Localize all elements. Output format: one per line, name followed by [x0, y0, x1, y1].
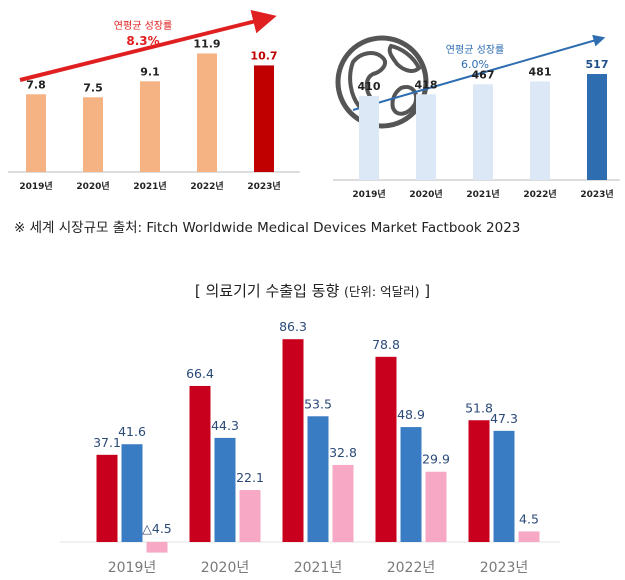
bar-value-label: 66.4: [186, 366, 214, 381]
bar: [146, 542, 168, 553]
bar-value-label: 44.3: [211, 418, 239, 433]
section-title-close: ]: [419, 282, 431, 300]
import-export-chart: 37.141.6 △4.5 2019년 66.4 44.3 22.1 2020년 86.3 53…: [60, 319, 560, 576]
bar: [468, 420, 490, 542]
world-market-chart-right: 연평균 성장률 6.0% 410 2019년 418 2020년 467 2021년 481 20…: [333, 34, 620, 200]
world-market-chart-left: 연평균 성장률 8.3% 7.8 2019년 7.5 2020년 9.1 2021년 11.9 2…: [8, 10, 300, 192]
x-tick-label: 2021년: [466, 188, 499, 200]
bar-value-label: 9.1: [140, 65, 160, 78]
growth-arrow: [352, 34, 606, 111]
bar-value-label: 418: [415, 78, 438, 91]
bar: [239, 490, 261, 542]
x-tick-label: 2021년: [294, 560, 343, 576]
x-tick-label: 2023년: [580, 188, 613, 200]
bar-value-label: 22.1: [236, 470, 264, 485]
bar: [400, 427, 422, 542]
bar: [83, 97, 103, 172]
bar-value-label: 51.8: [465, 400, 493, 415]
x-tick-label: 2020년: [201, 560, 250, 576]
bar-value-label: 4.5: [519, 511, 539, 526]
bar: [425, 471, 447, 542]
cagr-value: 6.0%: [461, 58, 489, 71]
section-title: [ 의료기기 수출입 동향 (단위: 억달러) ]: [0, 280, 625, 301]
cagr-value: 8.3%: [126, 34, 159, 48]
bar-value-label: 47.3: [490, 411, 518, 426]
bar-value-label: 11.9: [193, 37, 220, 50]
x-tick-label: 2019년: [108, 560, 157, 576]
bar-value-label: 7.5: [83, 81, 103, 94]
bar: [254, 65, 274, 172]
bar: [121, 444, 143, 542]
bar-value-label: 53.5: [304, 396, 332, 411]
growth-arrow: [19, 10, 277, 82]
x-tick-label: 2022년: [190, 180, 223, 192]
bar: [214, 437, 236, 542]
x-tick-label: 2019년: [19, 180, 52, 192]
bar-value-label: 86.3: [279, 319, 307, 334]
x-tick-label: 2022년: [387, 560, 436, 576]
bar: [359, 95, 379, 180]
source-note: ※ 세계 시장규모 출처: Fitch Worldwide Medical De…: [14, 220, 521, 236]
bar: [375, 356, 397, 542]
bar-value-label: 41.6: [118, 424, 146, 439]
bar: [282, 339, 304, 542]
bar: [140, 81, 160, 172]
section-title-text: [ 의료기기 수출입 동향: [194, 282, 345, 300]
bar-value-label: 517: [586, 58, 609, 71]
bar: [530, 81, 550, 180]
bar-value-label: 7.8: [26, 78, 46, 91]
bar: [197, 53, 217, 173]
bar-value-label: 37.1: [93, 435, 121, 450]
bar-value-label: 78.8: [372, 337, 400, 352]
bar: [587, 74, 607, 180]
bar: [332, 464, 354, 542]
x-tick-label: 2019년: [352, 188, 385, 200]
x-tick-label: 2022년: [523, 188, 556, 200]
cagr-label: 연평균 성장률: [446, 44, 504, 56]
bar: [493, 430, 515, 542]
bar: [26, 94, 46, 172]
x-tick-label: 2023년: [480, 560, 529, 576]
bar-value-label: 32.8: [329, 445, 357, 460]
bar: [96, 454, 118, 542]
bar: [416, 94, 436, 180]
x-tick-label: 2023년: [247, 180, 280, 192]
bar: [473, 84, 493, 180]
x-tick-label: 2020년: [76, 180, 109, 192]
cagr-label: 연평균 성장률: [114, 20, 172, 32]
bar-value-label: 48.9: [397, 407, 425, 422]
bar-value-label: 29.9: [422, 452, 450, 467]
bar-value-label: 10.7: [250, 49, 277, 62]
bar: [189, 385, 211, 542]
x-tick-label: 2020년: [409, 188, 442, 200]
globe-icon: [335, 35, 429, 129]
bar: [307, 416, 329, 542]
section-unit: (단위: 억달러): [344, 284, 420, 299]
bar-value-label: 481: [529, 65, 552, 78]
x-tick-label: 2021년: [133, 180, 166, 192]
bar: [518, 531, 540, 542]
bar-value-label: 410: [358, 80, 381, 93]
bar-value-label: △4.5: [142, 521, 172, 536]
bar-value-label: 467: [472, 68, 495, 81]
